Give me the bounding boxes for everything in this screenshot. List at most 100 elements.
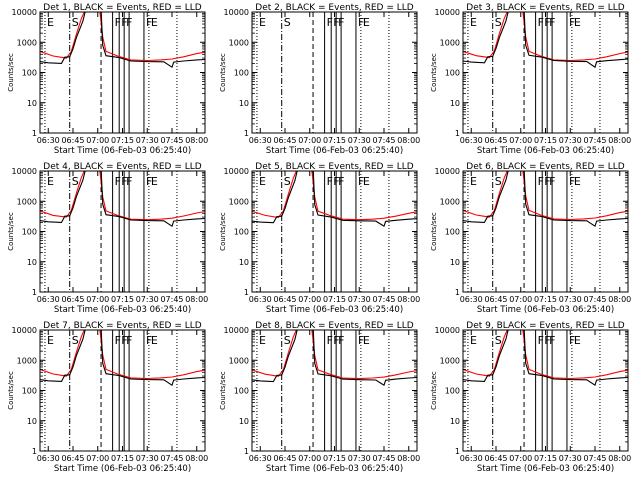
y-tick-label: 10000 <box>435 8 460 17</box>
y-axis-label: Counts/sec <box>7 53 15 92</box>
marker-label: E <box>574 334 581 347</box>
marker-label: F <box>538 175 544 188</box>
series-line-black <box>252 330 417 387</box>
marker-label: F <box>327 175 333 188</box>
marker-label: F <box>358 175 364 188</box>
x-tick-label: 07:00 <box>86 295 109 304</box>
chart-title: Det 4, BLACK = Events, RED = LLD <box>43 162 202 172</box>
x-tick-label: 06:30 <box>460 454 483 463</box>
plot-frame <box>39 329 206 452</box>
x-axis-label: Start Time (06-Feb-03 06:25:40) <box>477 464 614 474</box>
y-tick-label: 10000 <box>224 326 249 335</box>
marker-label: E <box>259 175 266 188</box>
y-tick-label: 1000 <box>440 356 460 365</box>
y-tick-label: 10000 <box>224 167 249 176</box>
x-axis-label: Start Time (06-Feb-03 06:25:40) <box>477 305 614 315</box>
y-axis-label: Counts/sec <box>7 371 15 410</box>
y-tick-label: 1 <box>244 447 249 456</box>
y-tick-label: 10 <box>27 258 37 267</box>
series-line-black <box>40 330 205 387</box>
x-tick-label: 06:30 <box>37 136 60 145</box>
y-tick-label: 100 <box>445 387 460 396</box>
x-tick-label: 07:30 <box>136 295 159 304</box>
y-tick-label: 1000 <box>229 197 249 206</box>
y-tick-label: 1000 <box>440 38 460 47</box>
x-tick-label: 08:00 <box>185 454 208 463</box>
y-tick-label: 10 <box>27 417 37 426</box>
chart-title: Det 2, BLACK = Events, RED = LLD <box>255 3 414 13</box>
y-tick-label: 10 <box>450 99 460 108</box>
y-axis-label: Counts/sec <box>430 212 438 251</box>
x-tick-label: 07:00 <box>509 295 532 304</box>
x-tick-label: 08:00 <box>608 454 631 463</box>
y-tick-label: 1000 <box>17 38 37 47</box>
y-tick-label: 10 <box>239 258 249 267</box>
marker-label: F <box>115 334 121 347</box>
chart-title: Det 7, BLACK = Events, RED = LLD <box>43 321 202 331</box>
marker-label: F <box>115 16 121 29</box>
series-line-red <box>463 171 628 221</box>
marker-label: E <box>151 334 158 347</box>
marker-label: E <box>470 334 477 347</box>
marker-label: F <box>358 334 364 347</box>
y-tick-label: 10000 <box>435 326 460 335</box>
series-line-red <box>40 171 205 221</box>
marker-label: E <box>363 334 370 347</box>
y-tick-label: 100 <box>234 228 249 237</box>
x-tick-label: 06:45 <box>273 454 296 463</box>
marker-label: F <box>358 16 364 29</box>
marker-label: F <box>569 175 575 188</box>
y-axis-label: Counts/sec <box>219 53 227 92</box>
chart-panel-det-7: ESFFFFE11010010001000006:3006:4507:0007:… <box>7 321 208 474</box>
chart-title: Det 8, BLACK = Events, RED = LLD <box>255 321 414 331</box>
y-tick-label: 1 <box>32 447 37 456</box>
y-tick-label: 100 <box>234 387 249 396</box>
x-tick-label: 07:45 <box>583 136 606 145</box>
x-tick-label: 07:30 <box>136 136 159 145</box>
marker-label: F <box>146 175 152 188</box>
x-tick-label: 06:45 <box>484 454 507 463</box>
y-tick-label: 100 <box>22 387 37 396</box>
marker-label: E <box>574 16 581 29</box>
marker-label: E <box>47 334 54 347</box>
marker-label: S <box>72 334 79 347</box>
series-line-red <box>463 330 628 380</box>
x-axis-label: Start Time (06-Feb-03 06:25:40) <box>477 146 614 156</box>
x-tick-label: 07:15 <box>111 136 134 145</box>
marker-label: S <box>495 334 502 347</box>
marker-label: E <box>470 16 477 29</box>
series-line-red <box>40 330 205 380</box>
marker-label: F <box>327 16 333 29</box>
x-tick-label: 07:45 <box>583 454 606 463</box>
marker-label: F <box>538 16 544 29</box>
chart-panel-det-8: ESFFFFE11010010001000006:3006:4507:0007:… <box>219 321 420 474</box>
chart-panel-det-4: ESFFFFE11010010001000006:3006:4507:0007:… <box>7 162 208 315</box>
y-tick-label: 10000 <box>435 167 460 176</box>
x-axis-label: Start Time (06-Feb-03 06:25:40) <box>266 305 403 315</box>
y-axis-label: Counts/sec <box>430 53 438 92</box>
x-tick-label: 07:15 <box>111 295 134 304</box>
x-tick-label: 07:45 <box>372 295 395 304</box>
x-tick-label: 07:15 <box>323 136 346 145</box>
y-tick-label: 1 <box>32 288 37 297</box>
marker-label: F <box>569 334 575 347</box>
marker-label: E <box>47 16 54 29</box>
x-tick-label: 07:00 <box>298 136 321 145</box>
x-tick-label: 08:00 <box>608 136 631 145</box>
x-tick-label: 06:45 <box>273 295 296 304</box>
x-tick-label: 07:45 <box>160 295 183 304</box>
x-tick-label: 06:45 <box>61 454 84 463</box>
y-axis-label: Counts/sec <box>430 371 438 410</box>
series-line-red <box>252 330 417 380</box>
marker-label: E <box>363 175 370 188</box>
marker-label: S <box>284 334 291 347</box>
chart-title: Det 1, BLACK = Events, RED = LLD <box>43 3 202 13</box>
y-tick-label: 1 <box>244 129 249 138</box>
marker-label: E <box>470 175 477 188</box>
marker-label: F <box>327 334 333 347</box>
chart-panel-det-1: ESFFFFE11010010001000006:3006:4507:0007:… <box>7 3 208 156</box>
x-tick-label: 08:00 <box>608 295 631 304</box>
y-tick-label: 10 <box>450 258 460 267</box>
x-tick-label: 08:00 <box>185 136 208 145</box>
y-tick-label: 1000 <box>229 356 249 365</box>
